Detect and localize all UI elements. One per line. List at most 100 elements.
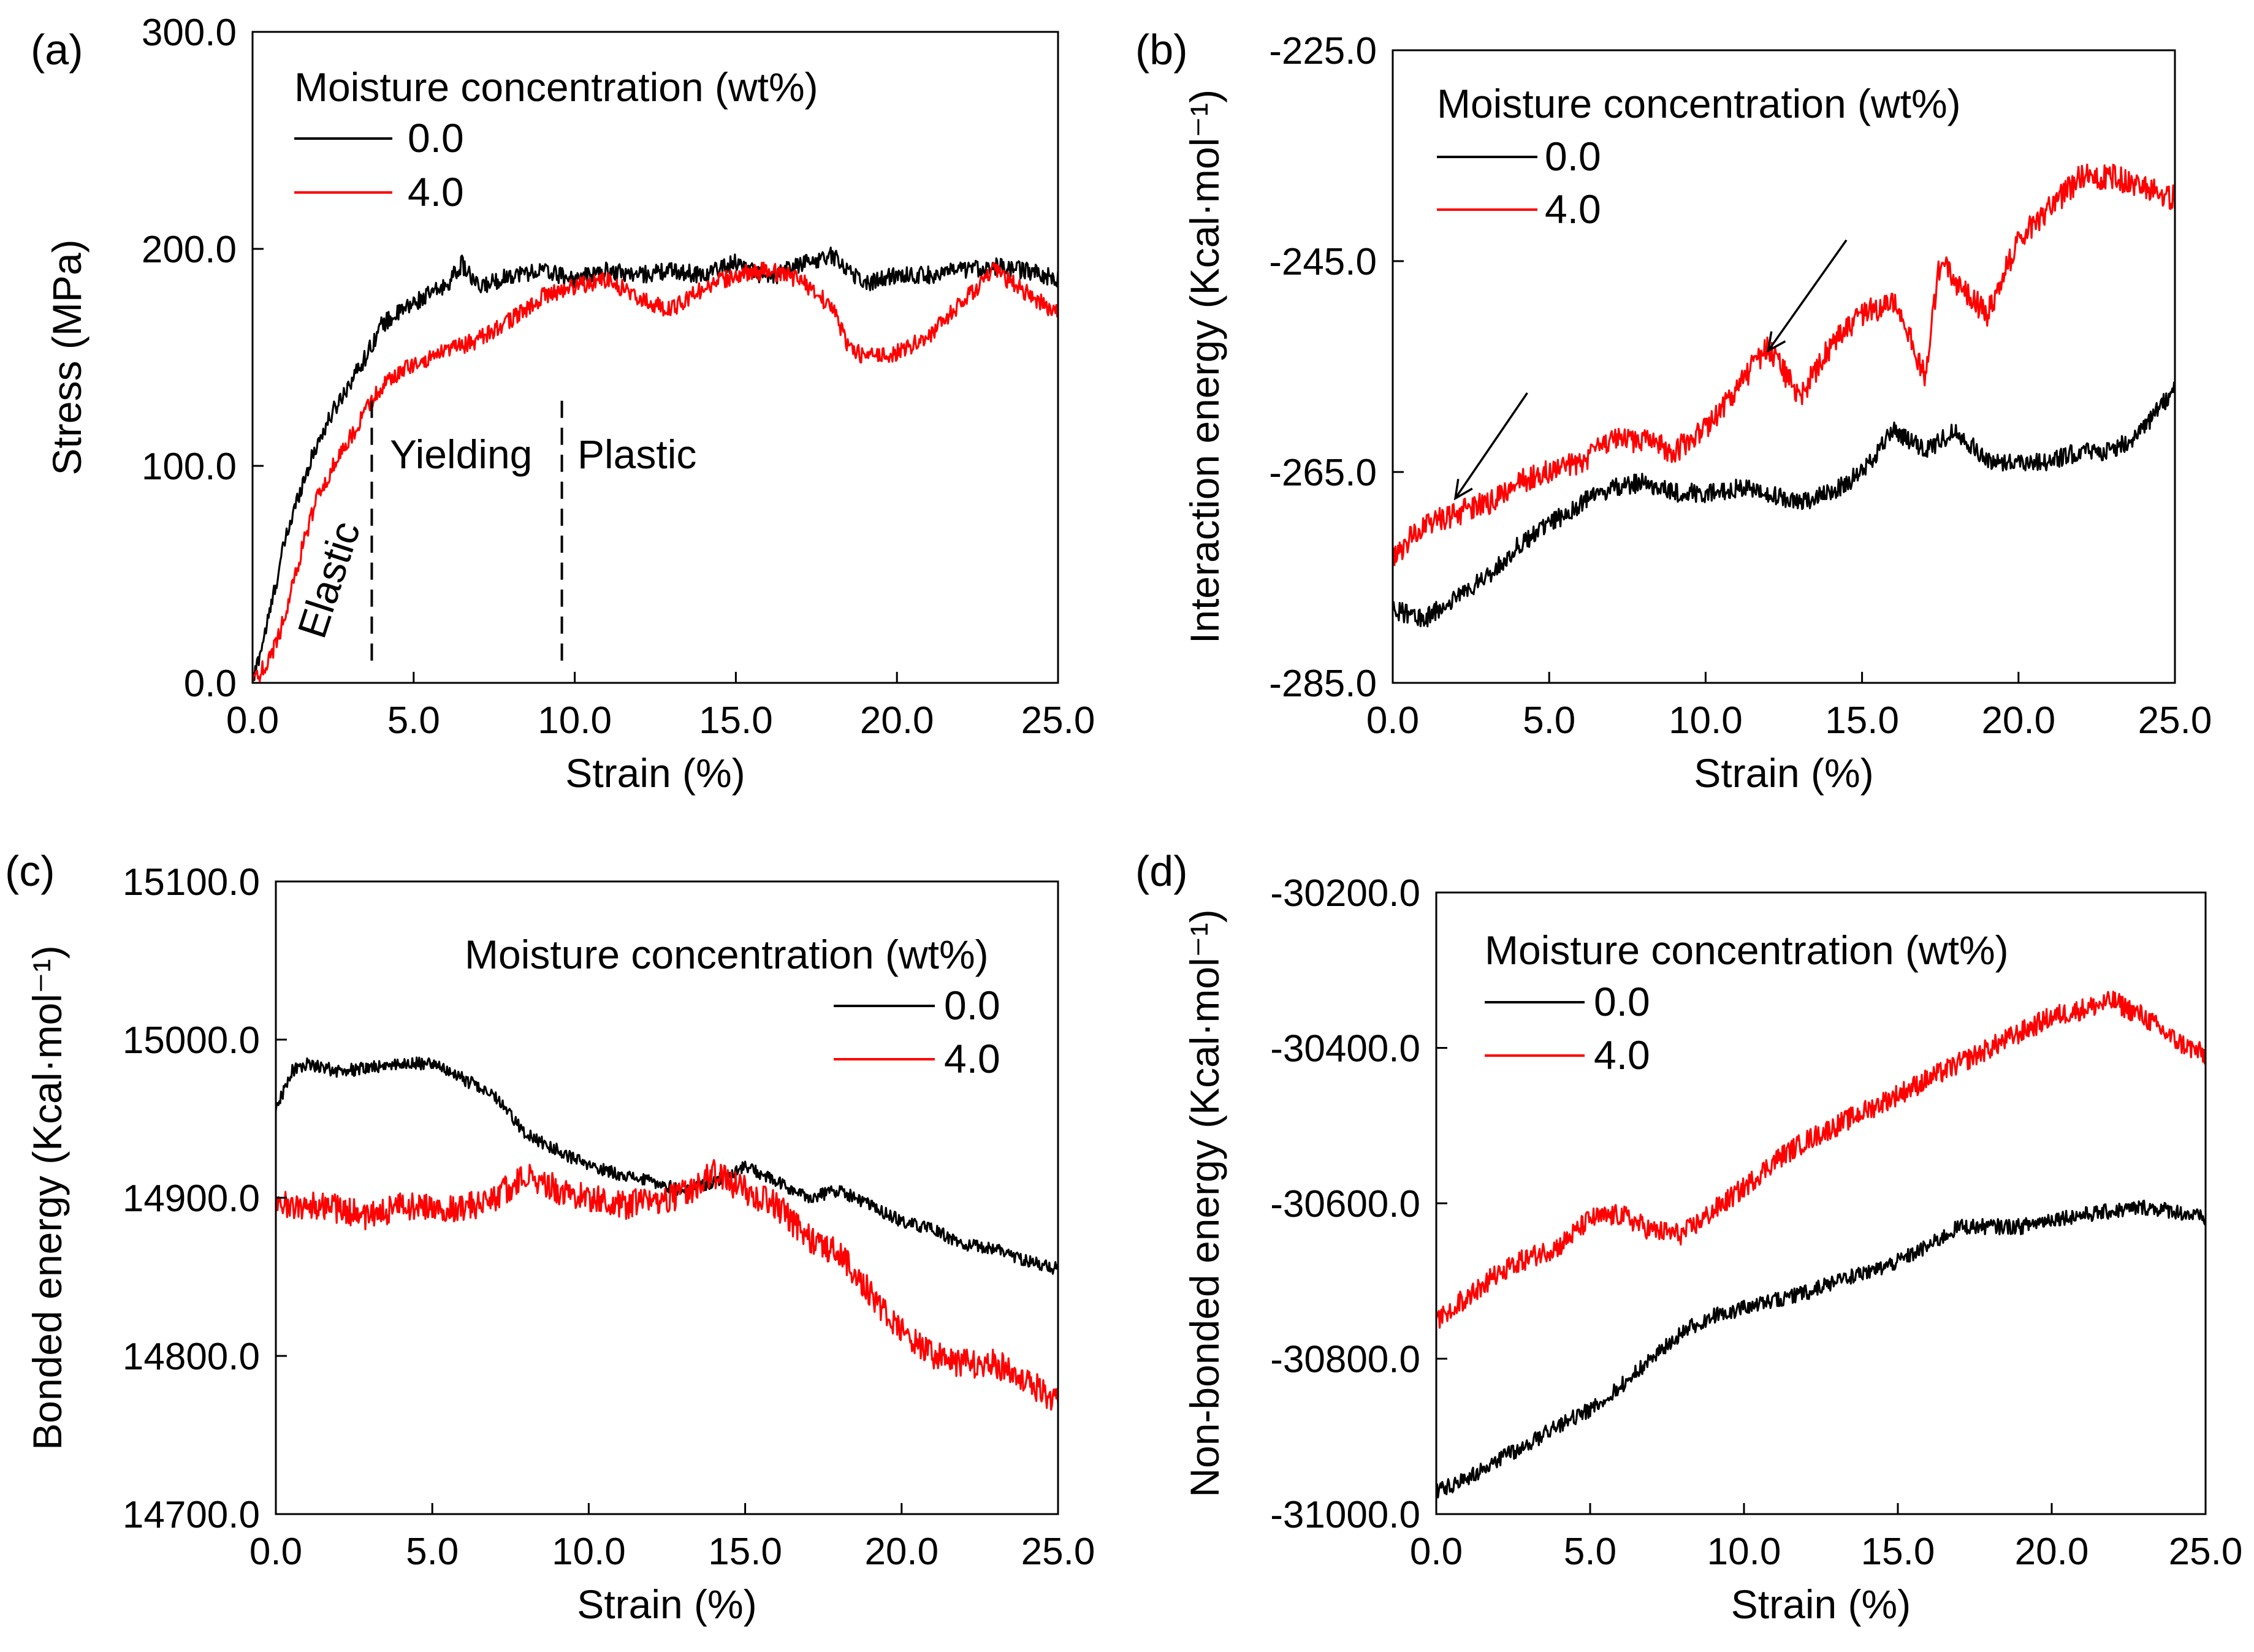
x-tick-label: 15.0: [1861, 1531, 1935, 1573]
x-tick-label: 5.0: [1564, 1531, 1616, 1573]
y-tick-labels-a: 0.0 100.0 200.0 300.0: [142, 12, 237, 705]
y-tick-labels-d: -31000.0 -30800.0 -30600.0 -30400.0 -30200.0: [1270, 872, 1420, 1536]
annotation-arrow: [1767, 239, 1848, 352]
y-tick-label: 200.0: [142, 229, 237, 271]
x-tick-label: 15.0: [708, 1531, 782, 1573]
y-tick-label: 300.0: [142, 12, 237, 54]
series-line-4.0: [251, 261, 1059, 683]
y-tick-label: 0.0: [184, 663, 237, 705]
x-tick-label: 25.0: [2169, 1531, 2243, 1573]
legend-label-4: 4.0: [1545, 186, 1601, 232]
x-tick-labels-b: 0.0 5.0 10.0 15.0 20.0 25.0: [1366, 699, 2212, 742]
phase-dividers-a: [370, 400, 563, 664]
annotation-arrow: [1454, 392, 1528, 499]
series-line-0.0: [1435, 1200, 2207, 1499]
y-tick-label: -30800.0: [1270, 1339, 1420, 1381]
x-tick-label: 5.0: [406, 1531, 459, 1573]
x-axis-title-b: Strain (%): [1694, 750, 1873, 796]
y-tick-label: -245.0: [1269, 241, 1377, 283]
x-tick-label: 10.0: [538, 699, 612, 742]
x-tick-label: 0.0: [1366, 699, 1419, 742]
y-tick-label: -31000.0: [1270, 1494, 1420, 1536]
legend-label-0: 0.0: [1545, 134, 1601, 179]
x-tick-label: 15.0: [699, 699, 773, 742]
x-tick-label: 20.0: [864, 1531, 939, 1573]
annotation-yielding: Yielding: [390, 432, 532, 477]
series-line-4.0: [275, 1159, 1059, 1411]
tick-marks-b: [1392, 49, 2176, 684]
panel-c: (c) 14700.014800.014900.015000.015100.0 …: [5, 847, 1095, 1627]
y-tick-label: 15000.0: [123, 1019, 260, 1062]
x-tick-label: 0.0: [249, 1531, 302, 1573]
legend-title-c: Moisture concentration (wt%): [465, 932, 989, 977]
y-tick-label: 14800.0: [123, 1336, 260, 1378]
plot-frame-a: [251, 31, 1059, 684]
panel-b: (b) -285.0 -265.0 -245.0 -225.0 0.0 5.0 10.0 1…: [1135, 26, 2212, 796]
x-tick-labels-d: 0.0 5.0 10.0 15.0 20.0 25.0: [1410, 1531, 2242, 1573]
y-tick-labels-b: -285.0 -265.0 -245.0 -225.0: [1269, 30, 1377, 705]
x-tick-label: 0.0: [1410, 1531, 1463, 1573]
legend-label-0: 0.0: [944, 983, 1000, 1028]
x-tick-labels-a: 0.0 5.0 10.0 15.0 20.0 25.0: [226, 699, 1095, 742]
legend-title-b: Moisture concentration (wt%): [1437, 81, 1961, 126]
x-tick-label: 20.0: [2015, 1531, 2089, 1573]
annotation-arrowhead: [1453, 479, 1473, 501]
y-tick-label: -225.0: [1269, 30, 1377, 72]
series-layer-a: [251, 246, 1059, 683]
legend-label-0: 0.0: [408, 115, 464, 161]
y-tick-label: -285.0: [1269, 663, 1377, 705]
series-line-4.0: [1392, 163, 2176, 566]
x-tick-label: 10.0: [552, 1531, 626, 1573]
panel-d: (d) -31000.0 -30800.0 -30600.0 -30400.0 -302…: [1135, 847, 2242, 1627]
annotation-elastic: Elastic: [289, 516, 368, 644]
legend-b: Moisture concentration (wt%) 0.0 4.0: [1437, 81, 1961, 232]
x-tick-label: 20.0: [1981, 699, 2055, 742]
x-tick-label: 15.0: [1825, 699, 1899, 742]
x-tick-label: 5.0: [1523, 699, 1575, 742]
panel-label-d: (d): [1135, 847, 1188, 895]
y-tick-label: -30200.0: [1270, 872, 1420, 915]
legend-label-4: 4.0: [408, 169, 464, 215]
annotation-arrows-b: [1453, 239, 1848, 501]
annotation-arrowhead: [1767, 331, 1786, 353]
legend-d: Moisture concentration (wt%) 0.0 4.0: [1485, 927, 2009, 1078]
series-line-0.0: [1392, 381, 2176, 628]
x-tick-label: 25.0: [1021, 1531, 1095, 1573]
y-tick-label: -30600.0: [1270, 1183, 1420, 1225]
series-layer-d: [1435, 991, 2207, 1499]
x-tick-label: 10.0: [1669, 699, 1743, 742]
panel-label-c: (c): [5, 847, 55, 895]
x-tick-labels-c: 0.0 5.0 10.0 15.0 20.0 25.0: [249, 1531, 1095, 1573]
series-line-0.0: [275, 1056, 1059, 1275]
y-tick-label: 15100.0: [123, 861, 260, 904]
x-axis-title-c: Strain (%): [577, 1582, 756, 1627]
x-tick-label: 5.0: [387, 699, 440, 742]
legend-label-0: 0.0: [1594, 979, 1650, 1024]
legend-a: Moisture concentration (wt%) 0.0 4.0: [294, 64, 818, 215]
series-layer-b: [1392, 163, 2176, 628]
y-axis-title-c: Bonded energy (Kcal·mol⁻¹): [25, 945, 70, 1450]
legend-title-d: Moisture concentration (wt%): [1485, 927, 2009, 973]
x-tick-label: 25.0: [1021, 699, 1095, 742]
y-tick-label: 14700.0: [123, 1494, 260, 1536]
series-line-0.0: [251, 246, 1059, 683]
x-tick-label: 20.0: [860, 699, 934, 742]
tick-marks-a: [251, 31, 1059, 684]
series-layer-c: [275, 1056, 1059, 1411]
plot-frame-b: [1392, 49, 2176, 684]
y-tick-label: -30400.0: [1270, 1028, 1420, 1070]
x-tick-label: 10.0: [1707, 1531, 1781, 1573]
y-axis-title-a: Stress (MPa): [44, 239, 89, 475]
tick-marks-c: [275, 880, 1059, 1515]
legend-title-a: Moisture concentration (wt%): [294, 64, 818, 110]
y-tick-labels-c: 14700.0 14800.0 14900.0 15000.0 15100.0: [123, 861, 260, 1536]
series-line-4.0: [1435, 991, 2207, 1329]
y-axis-title-d: Non-bonded energy (Kcal·mol⁻¹): [1182, 909, 1227, 1497]
y-tick-label: -265.0: [1269, 452, 1377, 494]
tick-marks-d: [1435, 891, 2207, 1515]
panel-a: (a) 0.0 100.0 200.0 300.0 0.0 5.0 10.0 15.0 20.…: [31, 12, 1095, 796]
x-axis-title-a: Strain (%): [565, 750, 745, 796]
plot-frame-d: [1435, 891, 2207, 1515]
x-axis-title-d: Strain (%): [1731, 1582, 1911, 1627]
